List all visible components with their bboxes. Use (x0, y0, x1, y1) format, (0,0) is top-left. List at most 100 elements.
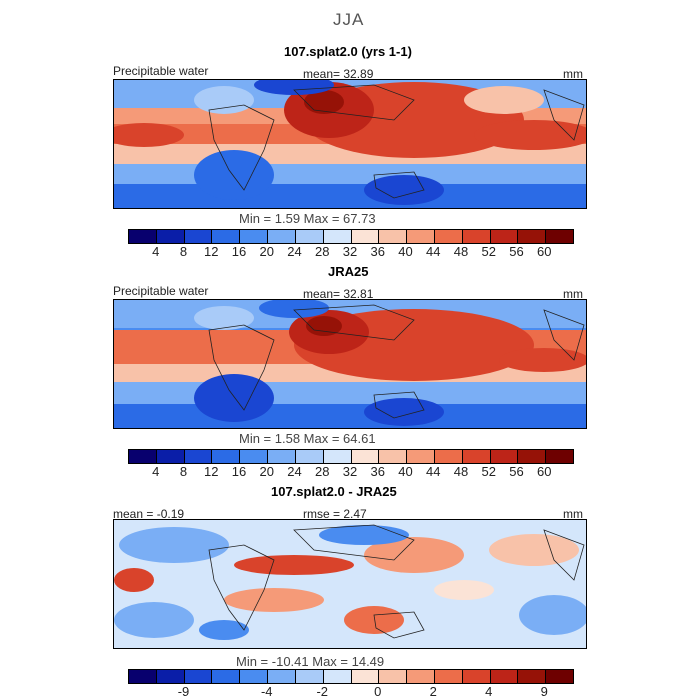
panel-3-colorbar-ticks: -9 -4 -2 0 2 4 9 (128, 684, 572, 700)
colorbar-segment (240, 450, 269, 463)
colorbar-segment (351, 450, 380, 463)
colorbar-tick-label: 44 (426, 244, 441, 259)
colorbar-tick-label: 24 (287, 464, 302, 479)
panel-3-rmse-label: rmse = 2.47 (303, 507, 367, 521)
panel-2-field-label: Precipitable water (113, 284, 209, 298)
colorbar-tick-label: 24 (287, 244, 302, 259)
colorbar-segment (546, 450, 573, 463)
colorbar-tick-label: 48 (453, 244, 469, 259)
colorbar-tick-label: 16 (231, 464, 247, 479)
colorbar-segment (546, 230, 573, 243)
colorbar-segment (462, 450, 491, 463)
panel-1-minmax: Min = 1.59 Max = 67.73 (239, 211, 376, 226)
colorbar-segment (351, 670, 380, 683)
colorbar-segment (518, 670, 547, 683)
panel-1-colorbar-ticks: 4 8 12 16 20 24 28 32 36 40 44 48 52 56 60 (128, 244, 572, 260)
panel-2-map (113, 299, 587, 429)
colorbar-segment (546, 670, 573, 683)
colorbar-tick-label: 48 (453, 464, 469, 479)
panel-3-units: mm (563, 507, 583, 521)
colorbar-tick-label: 2 (429, 684, 437, 699)
colorbar-tick-label: 4 (152, 464, 160, 479)
colorbar-tick-label: 32 (342, 244, 358, 259)
panel-2-title: JRA25 (328, 264, 369, 279)
colorbar-tick-label: 9 (540, 684, 548, 699)
colorbar-segment (490, 230, 519, 243)
colorbar-segment (351, 230, 380, 243)
colorbar-segment (434, 230, 463, 243)
colorbar-tick-label: -2 (316, 684, 329, 699)
colorbar-segment (129, 670, 157, 683)
colorbar-segment (379, 670, 408, 683)
colorbar-segment (156, 230, 185, 243)
colorbar-tick-label: 60 (537, 464, 552, 479)
colorbar-segment (240, 230, 269, 243)
colorbar-tick-label: 56 (509, 244, 524, 259)
colorbar-tick-label: 28 (315, 244, 330, 259)
panel-1-mean-label: mean= 32.89 (303, 67, 374, 81)
colorbar-tick-label: 8 (179, 464, 188, 479)
panel-1-map (113, 79, 587, 209)
colorbar-tick-label: 16 (231, 244, 247, 259)
colorbar-tick-label: 32 (342, 464, 358, 479)
colorbar-tick-label: 36 (370, 244, 385, 259)
colorbar-segment (462, 670, 491, 683)
colorbar-segment (129, 230, 157, 243)
figure-title: JJA (333, 10, 365, 29)
colorbar-tick-label: 36 (370, 464, 385, 479)
colorbar-tick-label: 12 (204, 244, 219, 259)
colorbar-tick-label: 28 (315, 464, 330, 479)
colorbar-segment (184, 450, 213, 463)
colorbar-tick-label: -4 (260, 684, 273, 699)
colorbar-tick-label: 44 (426, 464, 441, 479)
colorbar-segment (129, 450, 157, 463)
colorbar-tick-label: 0 (374, 684, 382, 699)
colorbar-tick-label: 4 (152, 244, 160, 259)
colorbar-tick-label: 56 (509, 464, 524, 479)
colorbar-segment (268, 670, 296, 683)
panel-2-minmax: Min = 1.58 Max = 64.61 (239, 431, 376, 446)
colorbar-segment (184, 670, 213, 683)
colorbar-segment (407, 230, 435, 243)
colorbar-segment (462, 230, 491, 243)
panel-1-units: mm (563, 67, 583, 81)
colorbar-segment (434, 670, 463, 683)
colorbar-segment (379, 450, 408, 463)
panel-3-minmax: Min = -10.41 Max = 14.49 (236, 654, 385, 669)
panel-1-colorbar (128, 229, 574, 244)
colorbar-segment (323, 670, 352, 683)
panel-3-map (113, 519, 587, 649)
colorbar-segment (323, 450, 352, 463)
colorbar-tick-label: 4 (485, 684, 493, 699)
colorbar-segment (490, 670, 519, 683)
colorbar-segment (156, 670, 185, 683)
panel-2-mean-label: mean= 32.81 (303, 287, 374, 301)
colorbar-tick-label: 8 (179, 244, 188, 259)
colorbar-segment (518, 230, 547, 243)
colorbar-segment (518, 450, 547, 463)
colorbar-segment (212, 670, 241, 683)
colorbar-segment (240, 670, 269, 683)
panel-2-units: mm (563, 287, 583, 301)
panel-1-field-label: Precipitable water (113, 64, 209, 78)
panel-2-colorbar-ticks: 4 8 12 16 20 24 28 32 36 40 44 48 52 56 60 (128, 464, 572, 480)
colorbar-tick-label: 20 (259, 464, 274, 479)
colorbar-segment (407, 670, 435, 683)
colorbar-segment (323, 230, 352, 243)
colorbar-segment (295, 670, 324, 683)
panel-2-colorbar (128, 449, 574, 464)
panel-3-title: 107.splat2.0 - JRA25 (271, 484, 397, 499)
panel-3-colorbar (128, 669, 574, 684)
colorbar-tick-label: 52 (481, 464, 496, 479)
colorbar-tick-label: -9 (177, 684, 190, 699)
colorbar-segment (156, 450, 185, 463)
colorbar-segment (379, 230, 408, 243)
colorbar-segment (184, 230, 213, 243)
colorbar-segment (295, 230, 324, 243)
colorbar-segment (212, 450, 241, 463)
colorbar-tick-label: 20 (259, 244, 274, 259)
colorbar-segment (268, 450, 296, 463)
colorbar-tick-label: 52 (481, 244, 496, 259)
colorbar-segment (212, 230, 241, 243)
colorbar-segment (268, 230, 296, 243)
